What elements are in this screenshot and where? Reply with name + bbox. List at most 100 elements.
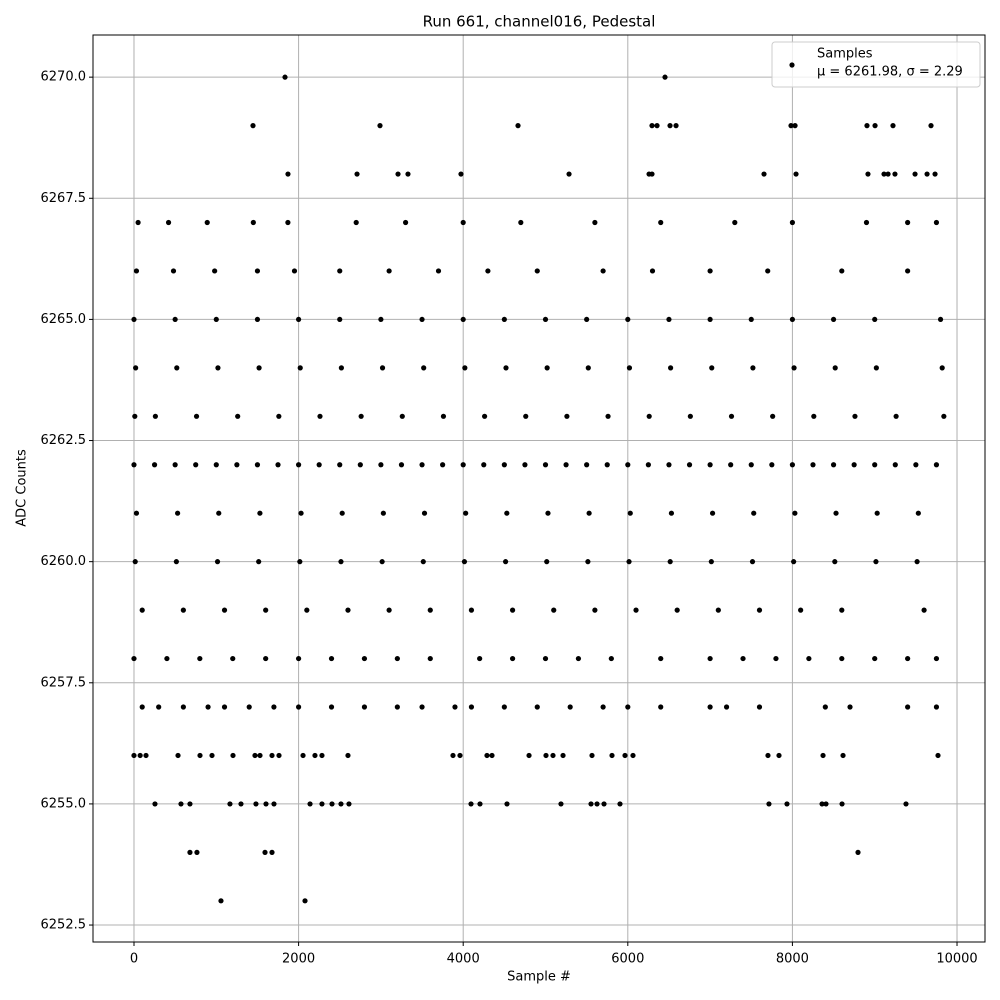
point — [132, 559, 138, 565]
point — [193, 413, 200, 419]
point — [133, 365, 139, 371]
point — [353, 219, 359, 226]
point — [933, 704, 940, 710]
point — [522, 462, 528, 468]
point — [297, 559, 303, 565]
point — [178, 801, 184, 807]
point — [197, 752, 203, 759]
point — [440, 413, 447, 419]
point — [164, 655, 170, 662]
legend-box — [771, 41, 981, 88]
x-tick-label: 10000 — [936, 952, 977, 967]
point — [617, 801, 623, 807]
point — [830, 462, 837, 468]
point — [504, 801, 510, 807]
point — [139, 704, 145, 710]
point — [238, 801, 244, 807]
point — [658, 219, 664, 226]
point — [668, 365, 674, 371]
point — [316, 462, 322, 468]
point — [460, 462, 466, 468]
point — [460, 219, 466, 226]
point — [440, 462, 446, 468]
point — [337, 316, 343, 323]
legend-label: Samples — [817, 47, 873, 62]
point — [646, 413, 652, 419]
point — [924, 171, 930, 177]
point — [504, 510, 510, 516]
point — [230, 752, 236, 759]
point — [218, 898, 224, 904]
point — [256, 559, 262, 565]
point — [789, 316, 796, 323]
point — [939, 365, 945, 371]
point — [246, 704, 252, 710]
point — [435, 268, 442, 274]
point — [584, 316, 590, 323]
point — [707, 268, 713, 274]
series — [131, 74, 947, 904]
point — [354, 171, 360, 177]
point — [872, 316, 878, 323]
point — [806, 655, 812, 662]
point — [761, 171, 767, 177]
point — [221, 704, 228, 710]
y-tick-label: 6265.0 — [41, 312, 87, 327]
point — [489, 752, 495, 759]
point — [649, 123, 655, 129]
point — [187, 849, 193, 855]
point — [933, 655, 940, 662]
point — [175, 510, 181, 516]
y-tick-label: 6267.5 — [41, 191, 87, 206]
point — [395, 171, 401, 177]
point — [361, 704, 368, 710]
point — [421, 510, 428, 516]
point — [523, 413, 529, 419]
point — [933, 462, 940, 468]
point — [227, 801, 233, 807]
point — [213, 316, 219, 323]
point — [740, 655, 746, 662]
point — [776, 752, 782, 759]
point — [214, 559, 221, 565]
point — [605, 413, 611, 419]
point — [452, 704, 458, 710]
point — [709, 365, 715, 371]
point — [584, 462, 590, 468]
point — [609, 752, 615, 759]
point — [567, 704, 573, 710]
point — [687, 413, 693, 419]
point — [662, 74, 668, 80]
point — [585, 365, 591, 371]
point — [789, 462, 796, 468]
point — [873, 559, 879, 565]
point — [937, 316, 944, 323]
point — [592, 219, 598, 226]
point — [131, 462, 137, 468]
point — [131, 655, 137, 662]
point — [250, 219, 256, 226]
point — [477, 801, 483, 807]
point — [269, 849, 275, 855]
point — [872, 655, 878, 662]
point — [592, 607, 598, 613]
point — [484, 752, 490, 759]
point — [421, 365, 427, 371]
point — [450, 752, 456, 759]
point — [903, 801, 909, 807]
point — [545, 510, 551, 516]
point — [295, 316, 302, 323]
point — [254, 462, 261, 468]
point — [337, 268, 343, 274]
point — [209, 752, 215, 759]
point — [269, 752, 275, 759]
point — [515, 123, 521, 129]
point — [263, 801, 269, 807]
point — [398, 462, 405, 468]
point — [275, 462, 281, 468]
point — [276, 413, 282, 419]
point — [394, 655, 400, 662]
point — [337, 462, 343, 468]
point — [756, 607, 763, 613]
point — [751, 510, 757, 516]
